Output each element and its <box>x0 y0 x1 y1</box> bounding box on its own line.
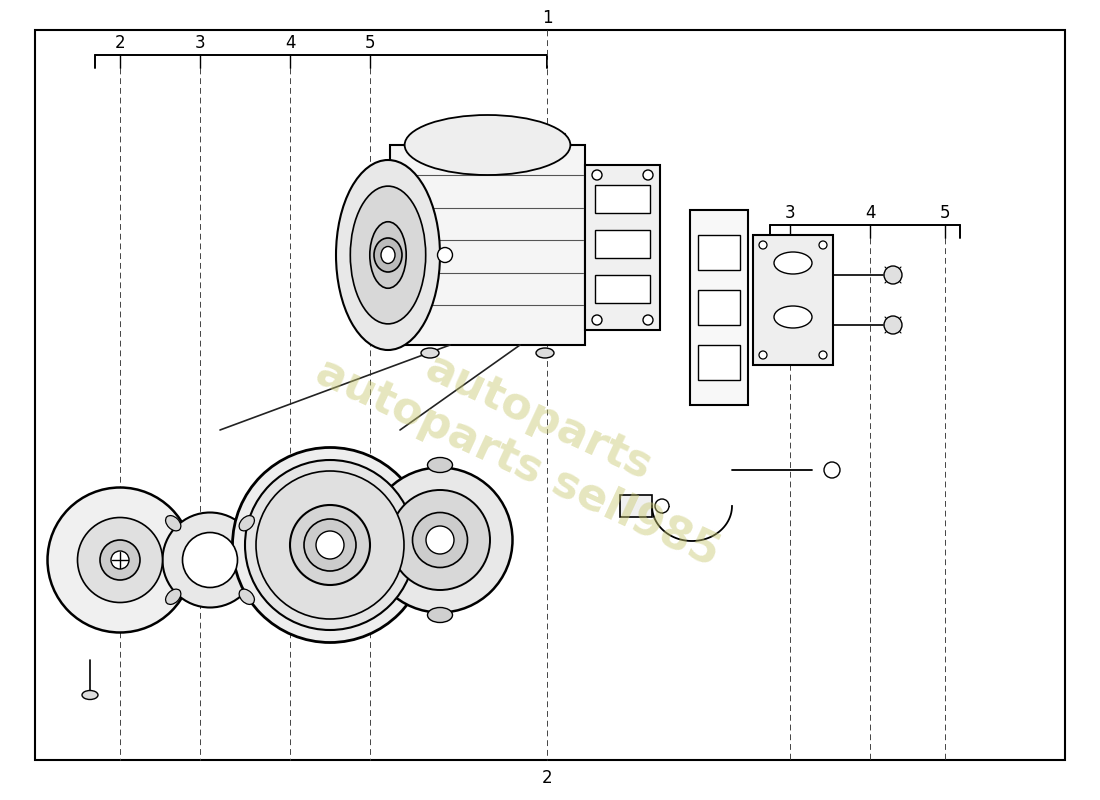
Ellipse shape <box>654 499 669 513</box>
Text: autoparts
autoparts sell985: autoparts autoparts sell985 <box>309 305 747 575</box>
Text: 2: 2 <box>541 769 552 787</box>
Text: 2: 2 <box>114 34 125 52</box>
Ellipse shape <box>820 241 827 249</box>
Bar <box>698 290 740 325</box>
Ellipse shape <box>350 186 426 324</box>
Ellipse shape <box>232 447 428 642</box>
Ellipse shape <box>239 515 254 531</box>
Ellipse shape <box>884 266 902 284</box>
Ellipse shape <box>759 241 767 249</box>
Ellipse shape <box>774 252 812 274</box>
Ellipse shape <box>370 222 406 288</box>
Bar <box>595 185 650 213</box>
Bar <box>595 275 650 303</box>
Ellipse shape <box>644 315 653 325</box>
Ellipse shape <box>426 526 454 554</box>
Ellipse shape <box>290 505 370 585</box>
Ellipse shape <box>316 531 344 559</box>
Ellipse shape <box>239 589 254 605</box>
Bar <box>585 165 660 330</box>
Ellipse shape <box>405 115 571 175</box>
Ellipse shape <box>100 540 140 580</box>
Ellipse shape <box>390 490 490 590</box>
Text: 5: 5 <box>939 204 950 222</box>
Bar <box>698 345 740 380</box>
Ellipse shape <box>884 316 902 334</box>
Ellipse shape <box>77 518 163 602</box>
Ellipse shape <box>536 348 554 358</box>
Text: 3: 3 <box>195 34 206 52</box>
Ellipse shape <box>820 351 827 359</box>
Bar <box>620 495 652 517</box>
Text: 4: 4 <box>285 34 295 52</box>
Ellipse shape <box>428 458 452 473</box>
Ellipse shape <box>367 467 513 613</box>
Bar <box>390 145 585 345</box>
Ellipse shape <box>111 551 129 569</box>
Bar <box>595 230 650 258</box>
Ellipse shape <box>163 513 257 607</box>
Ellipse shape <box>256 471 404 619</box>
Ellipse shape <box>47 487 192 633</box>
Ellipse shape <box>82 690 98 699</box>
Bar <box>698 235 740 270</box>
Ellipse shape <box>592 315 602 325</box>
Text: 5: 5 <box>365 34 375 52</box>
Bar <box>690 210 748 405</box>
Ellipse shape <box>644 170 653 180</box>
Ellipse shape <box>421 348 439 358</box>
Ellipse shape <box>304 519 356 571</box>
Ellipse shape <box>438 247 452 262</box>
Bar <box>754 235 833 365</box>
Ellipse shape <box>166 515 180 531</box>
Ellipse shape <box>336 160 440 350</box>
Ellipse shape <box>381 246 395 263</box>
Ellipse shape <box>428 607 452 622</box>
Ellipse shape <box>412 513 468 567</box>
Ellipse shape <box>774 306 812 328</box>
Ellipse shape <box>183 533 238 587</box>
Text: 4: 4 <box>865 204 876 222</box>
Ellipse shape <box>759 351 767 359</box>
Ellipse shape <box>374 238 401 272</box>
Ellipse shape <box>824 462 840 478</box>
Text: 3: 3 <box>784 204 795 222</box>
Ellipse shape <box>592 170 602 180</box>
Text: 1: 1 <box>541 9 552 27</box>
Ellipse shape <box>166 589 180 605</box>
Ellipse shape <box>245 460 415 630</box>
